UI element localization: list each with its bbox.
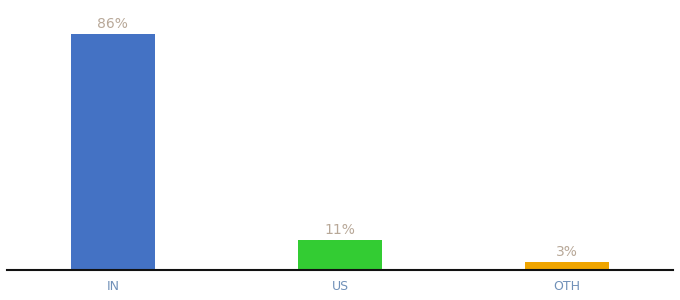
Bar bbox=[526, 262, 609, 270]
Text: 11%: 11% bbox=[324, 223, 356, 237]
Bar bbox=[299, 240, 381, 270]
Text: 86%: 86% bbox=[97, 17, 129, 31]
Text: 3%: 3% bbox=[556, 245, 578, 259]
Bar bbox=[71, 34, 154, 270]
